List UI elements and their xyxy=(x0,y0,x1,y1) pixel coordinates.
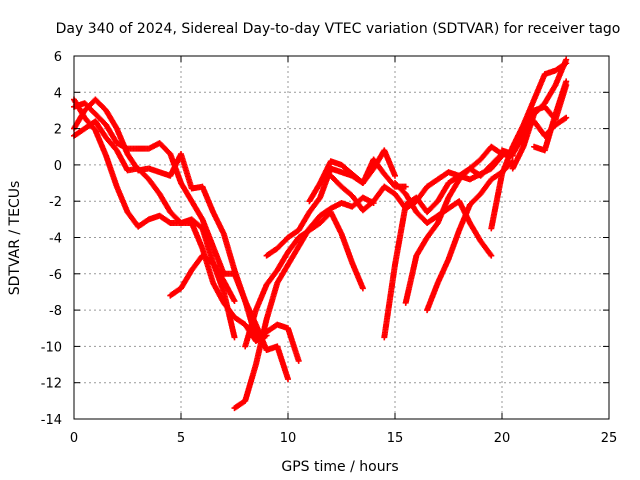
y-tick-label: -6 xyxy=(49,268,62,283)
x-axis-title: GPS time / hours xyxy=(281,459,398,475)
data-point xyxy=(295,357,302,364)
data-point xyxy=(231,334,238,341)
series-track xyxy=(71,96,302,364)
y-tick-label: 2 xyxy=(54,123,62,138)
data-point xyxy=(231,298,238,305)
data-point xyxy=(285,376,291,383)
data-point xyxy=(402,183,409,190)
y-tick-label: -10 xyxy=(41,340,62,355)
y-tick-label: -14 xyxy=(41,413,62,428)
chart-title: Day 340 of 2024, Sidereal Day-to-day VTE… xyxy=(56,21,621,37)
y-tick-label: -2 xyxy=(49,195,62,210)
series-track xyxy=(242,209,366,350)
grid xyxy=(74,56,609,419)
x-tick-label: 20 xyxy=(494,431,511,446)
y-tick-label: -4 xyxy=(49,232,62,247)
x-tick-label: 25 xyxy=(601,431,618,446)
data-points xyxy=(71,56,570,412)
series-track xyxy=(402,143,516,306)
y-tick-label: 4 xyxy=(54,86,62,101)
data-point xyxy=(488,252,495,259)
data-point xyxy=(359,285,366,292)
y-tick-label: -8 xyxy=(49,304,62,319)
series-track xyxy=(71,96,238,341)
y-axis-title: SDTVAR / TECUs xyxy=(7,181,23,296)
y-tick-label: 0 xyxy=(54,159,62,174)
y-tick-label: -12 xyxy=(41,377,62,392)
y-tick-label: 6 xyxy=(54,50,62,65)
x-tick-label: 0 xyxy=(70,431,78,446)
data-point xyxy=(563,56,570,63)
data-point xyxy=(392,172,398,179)
data-point xyxy=(563,78,570,85)
axis-ticks: 0 5 10 15 20 25 -14 -12 -10 -8 -6 -4 -2 0 2 4 6 xyxy=(41,50,618,446)
data-point xyxy=(562,115,569,122)
series-track xyxy=(167,252,238,305)
series-track xyxy=(231,194,377,412)
series-track xyxy=(531,78,570,154)
data-point xyxy=(563,114,570,121)
x-tick-label: 15 xyxy=(387,431,404,446)
x-tick-label: 10 xyxy=(280,431,297,446)
x-tick-label: 5 xyxy=(177,431,185,446)
